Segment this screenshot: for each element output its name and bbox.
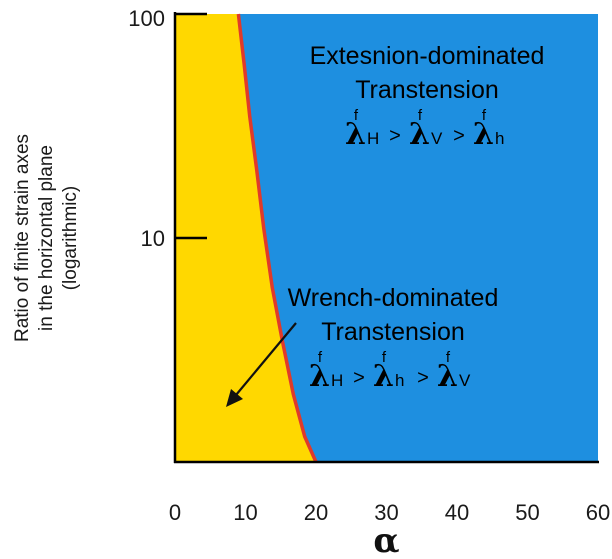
y-axis-label-line: (logarithmic): [60, 186, 81, 291]
superscript-label: f: [382, 349, 387, 366]
lambda-symbol: λ: [345, 117, 366, 152]
greater-than-symbol: >: [417, 367, 429, 389]
subscript-label: V: [459, 371, 471, 390]
superscript-label: f: [318, 349, 323, 366]
boundary-curve: [236, 13, 318, 463]
superscript-label: f: [482, 107, 487, 124]
subscript-label: H: [367, 129, 379, 148]
lambda-symbol: λ: [473, 117, 494, 152]
lambda-symbol: λ: [373, 359, 394, 394]
y-axis-label-line: in the horizontal plane: [36, 145, 57, 331]
greater-than-symbol: >: [453, 125, 465, 147]
subscript-label: H: [331, 371, 343, 390]
pointer-arrow-line: [235, 322, 297, 396]
wrench-title: Wrench-dominated: [288, 284, 499, 312]
superscript-label: f: [446, 349, 451, 366]
lambda-symbol: λ: [309, 359, 330, 394]
greater-than-symbol: >: [353, 367, 365, 389]
lambda-symbol: λ: [437, 359, 458, 394]
y-axis-label: Ratio of finite strain axes in the horizo…: [12, 134, 81, 342]
region-extension: [238, 14, 598, 462]
subscript-label: V: [431, 129, 443, 148]
extension-subtitle: Transtension: [355, 76, 499, 104]
superscript-label: f: [354, 107, 359, 124]
wrench-formula: λfH > λfh > λfV: [309, 349, 471, 394]
lambda-symbol: λ: [409, 117, 430, 152]
x-tick-label: 0: [169, 500, 181, 525]
extension-title: Extesnion-dominated: [310, 42, 545, 70]
region-wrench: [175, 14, 316, 462]
subscript-label: h: [395, 371, 404, 390]
x-tick-label: 30: [374, 500, 398, 525]
y-tick-label: 100: [128, 6, 165, 31]
x-tick-label: 20: [304, 500, 328, 525]
x-tick-label: 10: [233, 500, 257, 525]
x-tick-label: 40: [445, 500, 469, 525]
y-axis-label-line: Ratio of finite strain axes: [12, 134, 33, 342]
subscript-label: h: [495, 129, 504, 148]
y-tick-label: 10: [141, 226, 165, 251]
pointer-arrow-head: [226, 389, 243, 407]
extension-formula: λfH > λfV > λfh: [345, 107, 504, 152]
wrench-subtitle: Transtension: [321, 318, 465, 346]
superscript-label: f: [418, 107, 423, 124]
x-axis-label: α: [373, 521, 399, 559]
greater-than-symbol: >: [389, 125, 401, 147]
x-tick-label: 60: [586, 500, 610, 525]
x-tick-label: 50: [515, 500, 539, 525]
